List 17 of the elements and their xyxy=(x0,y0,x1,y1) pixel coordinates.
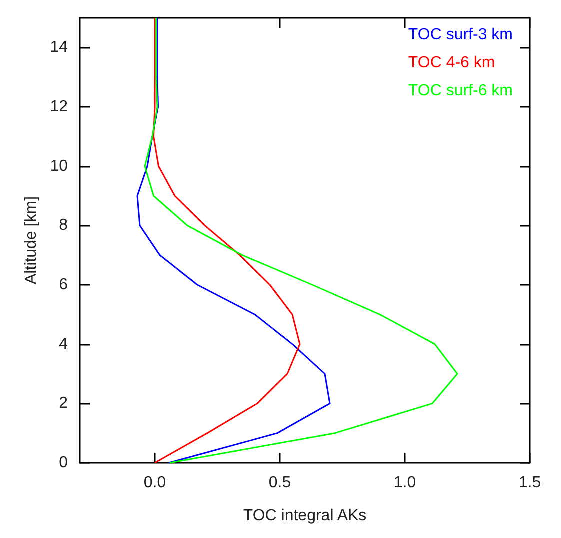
x-tick-label: 1.5 xyxy=(518,474,542,492)
y-tick-label: 10 xyxy=(50,158,68,175)
x-axis-title: TOC integral AKs xyxy=(243,508,367,524)
y-axis-title: Altitude [km] xyxy=(22,196,40,285)
text: TOC 4-6 km xyxy=(408,54,496,72)
y-tick-label: 12 xyxy=(50,98,68,116)
y-tick-label: 4 xyxy=(59,336,68,353)
text: TOC surf-6 km xyxy=(408,82,514,100)
y-tick-label: 6 xyxy=(59,276,68,294)
y-tick-label: 0 xyxy=(59,454,68,472)
x-tick-label: 1.0 xyxy=(394,474,416,492)
text: TOC surf-3 km xyxy=(408,26,514,44)
y-tick-label: 14 xyxy=(50,39,68,56)
y-tick-label: 2 xyxy=(59,395,68,412)
x-tick-label: 0.0 xyxy=(144,474,166,492)
x-tick-label: 0.5 xyxy=(268,474,292,492)
y-tick-label: 8 xyxy=(59,217,68,234)
